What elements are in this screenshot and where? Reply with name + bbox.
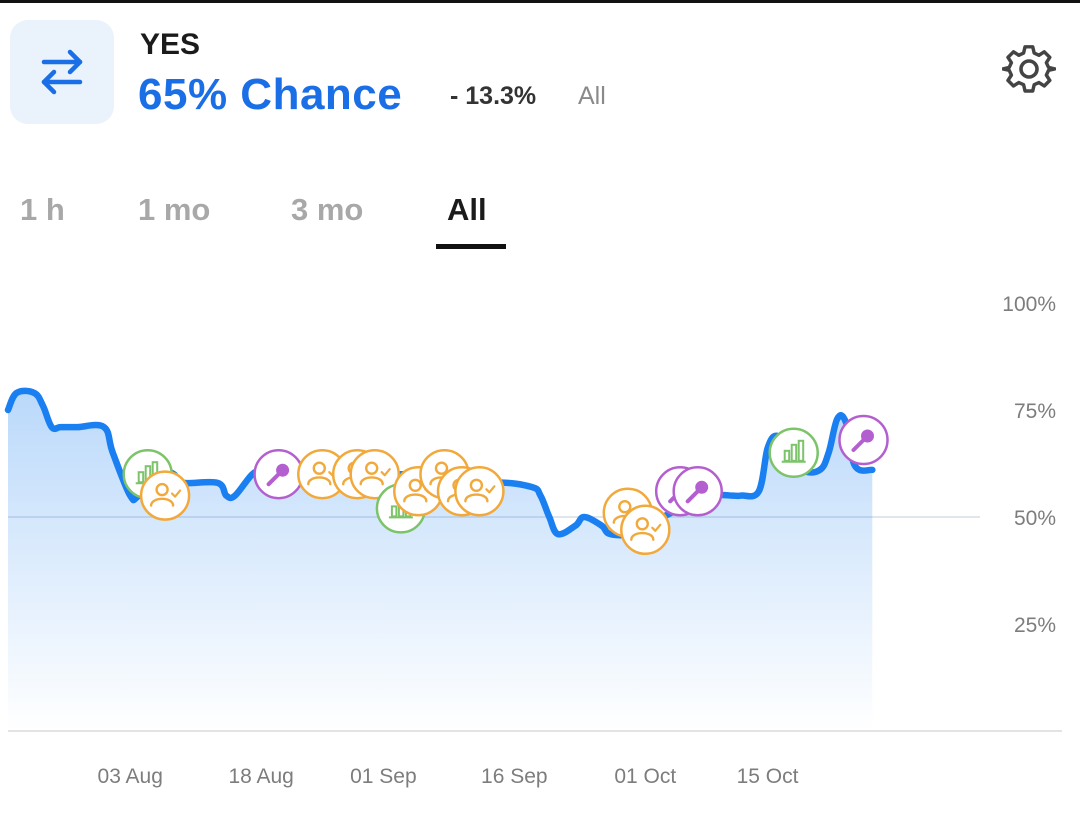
person-check-icon [464, 478, 496, 503]
x-tick-label: 03 Aug [98, 765, 163, 788]
tab-all[interactable]: All [447, 192, 487, 227]
y-tick-label: 75% [1014, 400, 1056, 423]
event-marker-mic[interactable] [672, 466, 723, 517]
x-tick-label: 15 Oct [737, 765, 799, 788]
bar-chart-icon [781, 439, 806, 463]
microphone-icon [851, 429, 874, 452]
chance-value: 65% Chance [138, 70, 403, 119]
event-marker-person[interactable] [139, 470, 191, 521]
person-check-icon [359, 461, 391, 486]
person-check-icon [149, 482, 182, 507]
outcome-label: YES [140, 28, 201, 61]
event-marker-mic[interactable] [838, 414, 889, 466]
microphone-icon [266, 463, 290, 487]
event-marker-person[interactable] [349, 448, 400, 500]
swap-outcome-button[interactable] [10, 20, 114, 124]
tab-3mo[interactable]: 3 mo [291, 192, 364, 227]
tab-1h[interactable]: 1 h [20, 192, 65, 227]
event-marker-mic[interactable] [253, 448, 304, 500]
probability-chart: 100% 75% 50% 25% 03 Aug 18 Aug 01 Sep 16 Sep 01… [4, 293, 1062, 788]
event-marker-person[interactable] [454, 466, 505, 517]
y-tick-label: 25% [1014, 614, 1056, 637]
range-label: All [578, 82, 606, 110]
person-check-icon [630, 517, 662, 541]
event-marker-person[interactable] [620, 504, 671, 556]
x-tick-label: 01 Oct [614, 765, 676, 788]
active-tab-indicator [436, 244, 506, 249]
x-tick-label: 01 Sep [350, 765, 417, 788]
y-tick-label: 50% [1014, 507, 1056, 530]
gear-icon[interactable] [1002, 42, 1056, 96]
microphone-icon [685, 480, 709, 504]
area-fill [8, 390, 873, 731]
swap-arrows-icon [41, 49, 83, 95]
x-tick-label: 16 Sep [481, 765, 548, 788]
top-border [0, 0, 1080, 3]
event-marker-chart[interactable] [768, 427, 819, 479]
y-tick-label: 100% [1002, 293, 1056, 316]
tab-1mo[interactable]: 1 mo [138, 192, 211, 227]
x-tick-label: 18 Aug [228, 765, 293, 788]
change-value: - 13.3% [450, 82, 537, 110]
